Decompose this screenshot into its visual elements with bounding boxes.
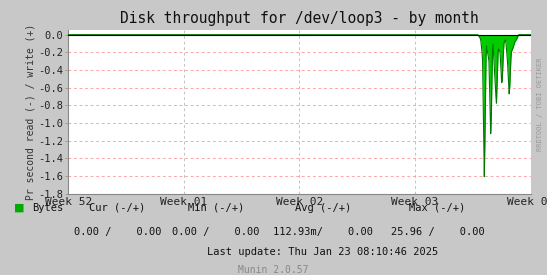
Text: 0.00 /    0.00: 0.00 / 0.00 [172,227,260,237]
Y-axis label: Pr second read (-) / write (+): Pr second read (-) / write (+) [25,24,35,200]
Text: ■: ■ [14,203,24,213]
Text: Min (-/+): Min (-/+) [188,203,244,213]
Text: 0.00 /    0.00: 0.00 / 0.00 [74,227,161,237]
Title: Disk throughput for /dev/loop3 - by month: Disk throughput for /dev/loop3 - by mont… [120,11,479,26]
Text: Last update: Thu Jan 23 08:10:46 2025: Last update: Thu Jan 23 08:10:46 2025 [207,247,438,257]
Text: 112.93m/    0.00: 112.93m/ 0.00 [273,227,373,237]
Text: Bytes: Bytes [32,203,63,213]
Text: Munin 2.0.57: Munin 2.0.57 [238,265,309,275]
Text: 25.96 /    0.00: 25.96 / 0.00 [391,227,485,237]
Text: Max (-/+): Max (-/+) [410,203,465,213]
Text: RRDTOOL / TOBI OETIKER: RRDTOOL / TOBI OETIKER [537,58,543,151]
Text: Avg (-/+): Avg (-/+) [295,203,351,213]
Text: Cur (-/+): Cur (-/+) [90,203,146,213]
